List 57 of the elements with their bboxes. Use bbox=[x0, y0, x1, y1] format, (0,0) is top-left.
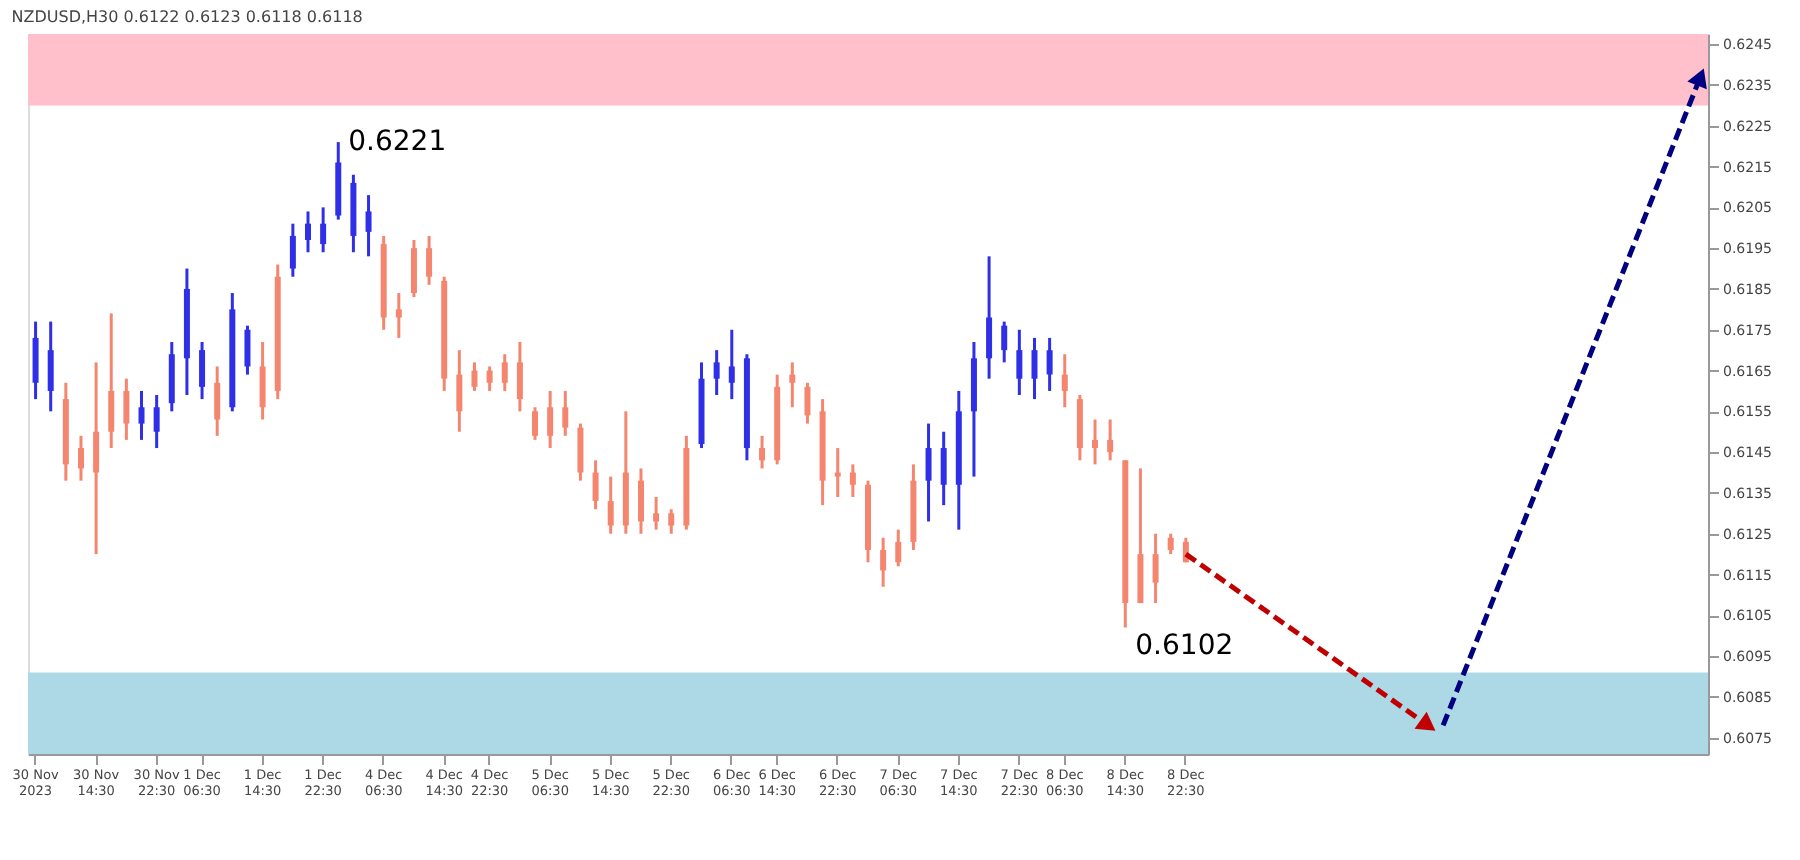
candlestick bbox=[1167, 532, 1174, 556]
candlestick bbox=[834, 446, 841, 499]
candlestick bbox=[547, 389, 554, 450]
candlestick bbox=[986, 254, 993, 381]
candlestick bbox=[1031, 336, 1038, 401]
candlestick bbox=[607, 475, 614, 536]
candlestick bbox=[47, 320, 54, 413]
candlestick bbox=[259, 340, 266, 421]
candlestick bbox=[471, 360, 478, 393]
candlestick bbox=[320, 205, 327, 254]
candlestick bbox=[1107, 418, 1114, 462]
candlestick bbox=[305, 209, 311, 254]
candlestick bbox=[108, 311, 115, 450]
candlestick bbox=[426, 234, 433, 287]
candlestick bbox=[199, 340, 206, 401]
candlestick bbox=[532, 405, 539, 442]
candlestick bbox=[123, 377, 130, 442]
candlestick bbox=[1001, 320, 1008, 364]
candlestick bbox=[214, 364, 221, 438]
candlestick bbox=[1092, 418, 1099, 466]
candlestick bbox=[1046, 336, 1053, 393]
annotation: 0.6221 bbox=[348, 126, 447, 159]
candlestick bbox=[365, 193, 372, 258]
candlestick bbox=[486, 364, 493, 393]
candlestick bbox=[849, 462, 856, 499]
candlestick bbox=[32, 320, 39, 401]
candlestick bbox=[501, 352, 508, 393]
candlestick bbox=[1061, 352, 1068, 409]
candlestick bbox=[562, 389, 569, 438]
candlestick bbox=[940, 430, 947, 507]
candlestick bbox=[895, 528, 902, 568]
candlestick bbox=[592, 458, 599, 511]
candlestick bbox=[395, 291, 402, 340]
candlestick bbox=[93, 360, 100, 556]
candlestick bbox=[244, 324, 251, 377]
candlestick bbox=[713, 348, 720, 397]
candlestick bbox=[925, 422, 932, 523]
candlestick bbox=[456, 348, 463, 434]
candlestick bbox=[668, 507, 675, 536]
candlestick bbox=[138, 389, 145, 442]
candlestick bbox=[804, 381, 811, 426]
candlestick bbox=[577, 422, 584, 483]
candlestick bbox=[516, 340, 523, 413]
candlestick bbox=[759, 434, 766, 470]
candlestick bbox=[1152, 532, 1159, 605]
candlestick bbox=[289, 222, 296, 279]
candlestick bbox=[653, 495, 660, 532]
candlestick bbox=[77, 434, 84, 483]
candlestick bbox=[789, 360, 796, 409]
candlestick bbox=[1016, 328, 1023, 397]
candlestick bbox=[637, 466, 644, 536]
candlestick bbox=[880, 536, 887, 589]
candlestick bbox=[728, 328, 735, 401]
candlestick bbox=[410, 238, 417, 299]
chart-title: NZDUSD,H30 0.6122 0.6123 0.6118 0.6118 bbox=[11, 8, 363, 26]
candlestick bbox=[153, 393, 160, 450]
annotation: 0.6102 bbox=[1135, 629, 1234, 662]
